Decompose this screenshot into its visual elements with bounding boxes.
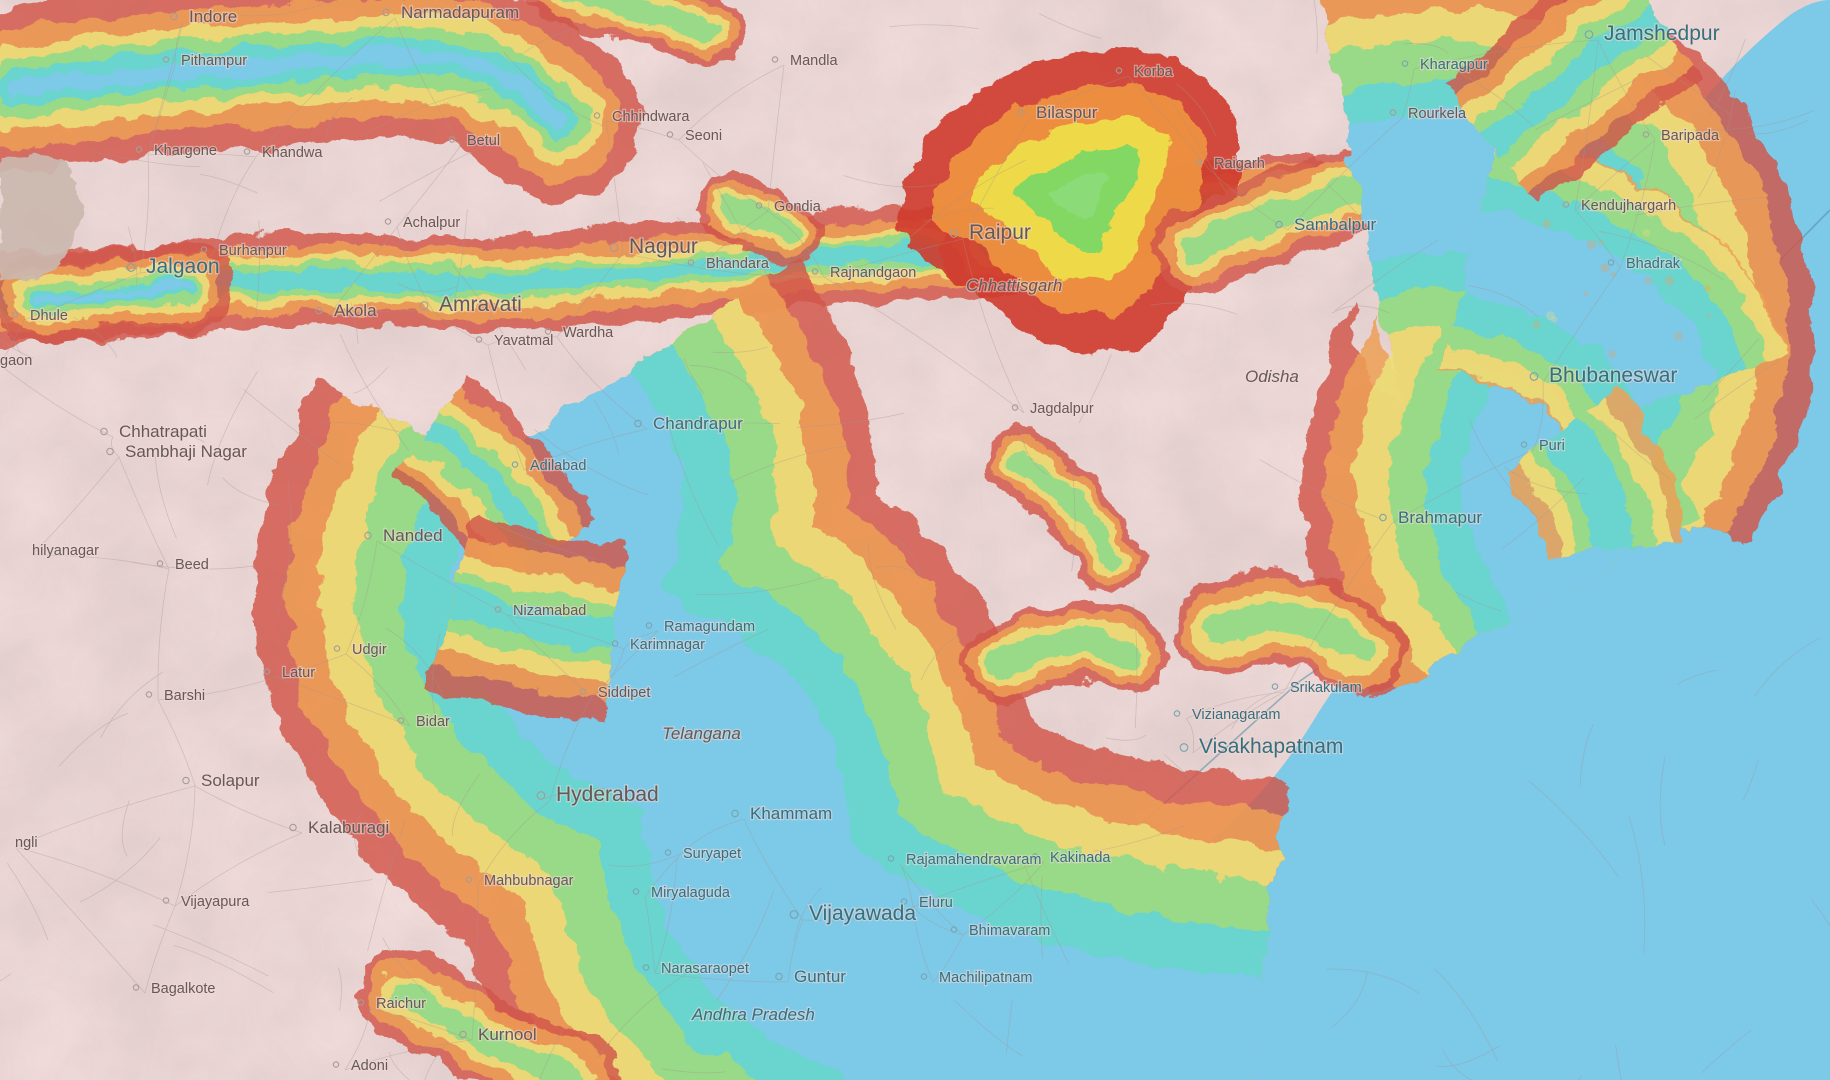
svg-text:Ramagundam: Ramagundam bbox=[664, 619, 755, 635]
svg-text:Hyderabad: Hyderabad bbox=[556, 783, 659, 806]
svg-text:Machilipatnam: Machilipatnam bbox=[939, 970, 1033, 986]
svg-text:Adilabad: Adilabad bbox=[530, 458, 586, 474]
svg-text:Raichur: Raichur bbox=[376, 996, 426, 1012]
svg-text:Vijayawada: Vijayawada bbox=[809, 902, 916, 925]
svg-text:Baripada: Baripada bbox=[1661, 128, 1720, 144]
svg-text:Bhadrak: Bhadrak bbox=[1626, 256, 1681, 272]
svg-text:Narmadapuram: Narmadapuram bbox=[401, 3, 519, 22]
svg-text:Vijayapura: Vijayapura bbox=[181, 894, 250, 910]
svg-text:Gondia: Gondia bbox=[774, 199, 822, 215]
svg-text:hilyanagar: hilyanagar bbox=[32, 543, 99, 559]
svg-text:Rourkela: Rourkela bbox=[1408, 106, 1467, 122]
svg-text:Bilaspur: Bilaspur bbox=[1036, 103, 1098, 122]
svg-text:Kalaburagi: Kalaburagi bbox=[308, 818, 389, 837]
svg-text:Chhindwara: Chhindwara bbox=[612, 109, 690, 125]
svg-text:Bidar: Bidar bbox=[416, 714, 450, 730]
svg-text:Sambhaji Nagar: Sambhaji Nagar bbox=[125, 442, 247, 461]
svg-text:Kakinada: Kakinada bbox=[1050, 850, 1111, 866]
svg-text:Puri: Puri bbox=[1539, 438, 1565, 454]
svg-text:Amravati: Amravati bbox=[439, 293, 522, 316]
svg-text:Wardha: Wardha bbox=[563, 325, 614, 341]
svg-text:Suryapet: Suryapet bbox=[683, 846, 741, 862]
svg-text:Kendujhargarh: Kendujhargarh bbox=[1581, 198, 1676, 214]
svg-text:Bhubaneswar: Bhubaneswar bbox=[1549, 364, 1677, 387]
svg-text:Pithampur: Pithampur bbox=[181, 53, 247, 69]
svg-text:Adoni: Adoni bbox=[351, 1058, 388, 1074]
svg-text:Siddipet: Siddipet bbox=[598, 685, 650, 701]
svg-text:Nanded: Nanded bbox=[383, 526, 443, 545]
svg-text:Jagdalpur: Jagdalpur bbox=[1030, 401, 1094, 417]
svg-text:Miryalaguda: Miryalaguda bbox=[651, 885, 731, 901]
svg-text:Karimnagar: Karimnagar bbox=[630, 637, 705, 653]
svg-text:Sambalpur: Sambalpur bbox=[1294, 215, 1377, 234]
svg-text:Achalpur: Achalpur bbox=[403, 215, 460, 231]
svg-text:Seoni: Seoni bbox=[685, 128, 722, 144]
svg-text:Khandwa: Khandwa bbox=[262, 145, 323, 161]
svg-text:Nizamabad: Nizamabad bbox=[513, 603, 586, 619]
svg-text:ngli: ngli bbox=[15, 835, 38, 851]
svg-text:Khammam: Khammam bbox=[750, 804, 832, 823]
svg-text:Jalgaon: Jalgaon bbox=[146, 255, 220, 278]
svg-text:Rajamahendravaram: Rajamahendravaram bbox=[906, 852, 1041, 868]
svg-text:Dhule: Dhule bbox=[30, 308, 68, 324]
svg-text:Chhatrapati: Chhatrapati bbox=[119, 422, 207, 441]
svg-text:Eluru: Eluru bbox=[919, 895, 953, 911]
svg-text:Chhattisgarh: Chhattisgarh bbox=[966, 276, 1062, 295]
svg-text:Brahmapur: Brahmapur bbox=[1398, 508, 1482, 527]
svg-text:Rajnandgaon: Rajnandgaon bbox=[830, 265, 916, 281]
svg-text:Burhanpur: Burhanpur bbox=[219, 243, 287, 259]
svg-text:Solapur: Solapur bbox=[201, 771, 260, 790]
svg-text:Betul: Betul bbox=[467, 133, 500, 149]
svg-text:Khargone: Khargone bbox=[154, 143, 217, 159]
svg-text:Odisha: Odisha bbox=[1245, 367, 1299, 386]
svg-text:Kurnool: Kurnool bbox=[478, 1025, 537, 1044]
svg-text:Bhandara: Bhandara bbox=[706, 256, 770, 272]
svg-text:Mandla: Mandla bbox=[790, 53, 838, 69]
svg-text:Vizianagaram: Vizianagaram bbox=[1192, 707, 1280, 723]
svg-text:Guntur: Guntur bbox=[794, 967, 846, 986]
svg-text:Raipur: Raipur bbox=[969, 221, 1031, 244]
svg-text:Bhimavaram: Bhimavaram bbox=[969, 923, 1050, 939]
svg-text:Telangana: Telangana bbox=[662, 724, 741, 743]
svg-text:gaon: gaon bbox=[0, 353, 32, 369]
svg-text:Beed: Beed bbox=[175, 557, 209, 573]
svg-text:Narasaraopet: Narasaraopet bbox=[661, 961, 749, 977]
svg-text:Kharagpur: Kharagpur bbox=[1420, 57, 1488, 73]
svg-text:Yavatmal: Yavatmal bbox=[494, 333, 553, 349]
svg-text:Visakhapatnam: Visakhapatnam bbox=[1199, 735, 1343, 758]
svg-text:Srikakulam: Srikakulam bbox=[1290, 680, 1362, 696]
svg-text:Andhra Pradesh: Andhra Pradesh bbox=[691, 1005, 815, 1024]
svg-text:Chandrapur: Chandrapur bbox=[653, 414, 743, 433]
svg-text:Raigarh: Raigarh bbox=[1214, 156, 1265, 172]
svg-text:Indore: Indore bbox=[189, 7, 237, 26]
svg-text:Mahbubnagar: Mahbubnagar bbox=[484, 873, 574, 889]
svg-text:Bagalkote: Bagalkote bbox=[151, 981, 216, 997]
svg-text:Nagpur: Nagpur bbox=[629, 235, 698, 258]
svg-text:Udgir: Udgir bbox=[352, 642, 387, 658]
svg-text:Barshi: Barshi bbox=[164, 688, 205, 704]
svg-text:Korba: Korba bbox=[1134, 64, 1174, 80]
svg-text:Latur: Latur bbox=[282, 665, 315, 681]
svg-text:Jamshedpur: Jamshedpur bbox=[1604, 22, 1720, 45]
svg-text:Akola: Akola bbox=[334, 301, 377, 320]
